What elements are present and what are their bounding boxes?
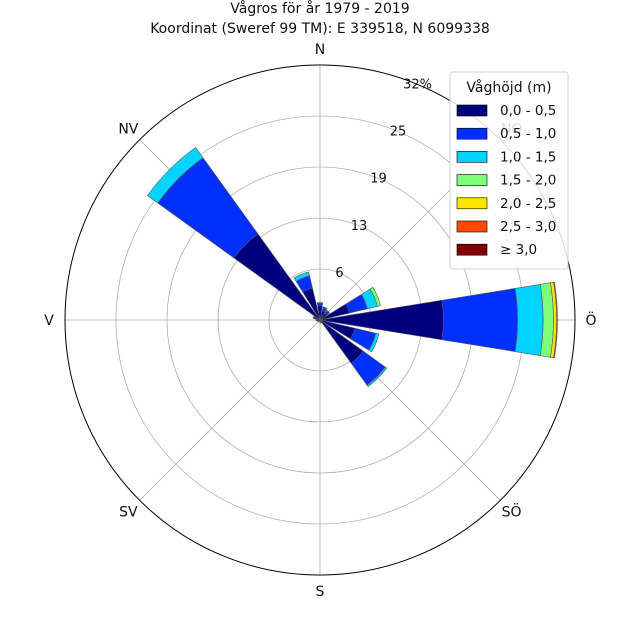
outer-frame-circle xyxy=(64,64,576,576)
rose-bar-segment xyxy=(366,366,387,387)
direction-label: Ö xyxy=(585,311,596,329)
legend-title: Våghöjd (m) xyxy=(466,79,551,96)
rose-bar-segment xyxy=(293,271,310,282)
legend-swatch xyxy=(456,151,488,163)
legend-label: 1,0 - 1,5 xyxy=(500,149,556,165)
rose-bar-segment xyxy=(514,283,544,357)
legend-label: 1,5 - 2,0 xyxy=(500,173,556,189)
legend: Våghöjd (m) 0,0 - 0,5 0,5 - 1,0 1,0 - 1,5 1… xyxy=(449,71,569,270)
rose-bar-segment xyxy=(316,302,324,304)
grid-spoke xyxy=(139,319,321,501)
legend-swatch xyxy=(456,220,488,233)
rose-bar-segment xyxy=(315,319,318,321)
rose-bar-segment xyxy=(368,332,380,353)
legend-swatch xyxy=(456,243,488,256)
legend-label: 2,5 - 3,0 xyxy=(500,219,556,235)
direction-label: NV xyxy=(118,121,138,137)
direction-label: SV xyxy=(119,505,138,521)
radial-tick-label: 13 xyxy=(351,219,368,234)
rose-bar-segment xyxy=(441,288,518,352)
rose-bar-segment xyxy=(322,306,328,310)
legend-swatch xyxy=(456,197,488,210)
legend-frame xyxy=(449,71,569,270)
legend-swatch xyxy=(456,127,488,140)
rose-bar-segment xyxy=(553,281,558,359)
rose-bar-segment xyxy=(320,321,323,324)
legend-label: 0,5 - 1,0 xyxy=(500,126,556,142)
chart-title: Vågros för år 1979 - 2019 xyxy=(230,0,409,17)
rose-bar-segment xyxy=(312,315,316,320)
legend-label: 0,0 - 0,5 xyxy=(500,103,556,119)
rose-bar-segment xyxy=(147,147,204,204)
rose-bar-segment xyxy=(326,309,331,314)
rose-bars xyxy=(147,147,558,387)
radial-tick-label: 25 xyxy=(390,125,407,140)
legend-items: 0,0 - 0,5 0,5 - 1,0 1,0 - 1,5 1,5 - 2,0 2,0 … xyxy=(456,103,556,258)
legend-label: 2,0 - 2,5 xyxy=(500,196,556,212)
direction-label: V xyxy=(44,313,54,329)
direction-label: N xyxy=(315,42,325,58)
legend-label: ≥ 3,0 xyxy=(500,242,537,258)
rose-bar-segment xyxy=(369,286,381,307)
chart-subtitle: Koordinat (Sweref 99 TM): E 339518, N 60… xyxy=(150,21,490,37)
direction-label: SÖ xyxy=(502,503,522,521)
radial-tick-label: 19 xyxy=(370,172,387,187)
legend-swatch xyxy=(456,104,488,117)
radial-tick-label: 6 xyxy=(335,266,343,281)
direction-label: S xyxy=(316,584,325,600)
legend-swatch xyxy=(456,174,488,186)
